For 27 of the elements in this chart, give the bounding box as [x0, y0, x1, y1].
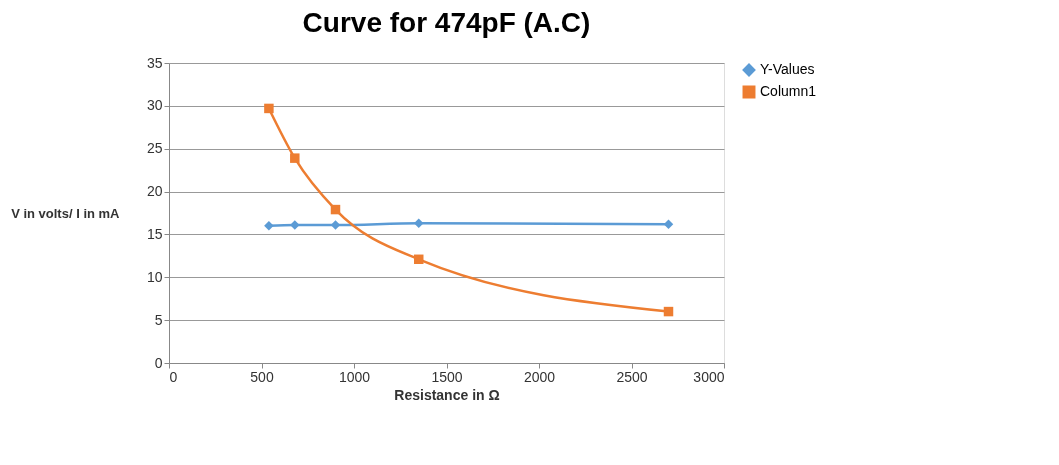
point — [663, 219, 674, 229]
point — [330, 204, 341, 215]
x-tick-label: 2000 — [523, 368, 556, 385]
y-tick-label: 25 — [146, 140, 163, 157]
y-tick-label: 5 — [154, 311, 163, 328]
point — [663, 306, 674, 317]
y-tick-label: 35 — [146, 54, 163, 71]
x-tick-label: 1500 — [431, 368, 463, 385]
x-tick-label: 3000 — [693, 368, 725, 385]
y-tick-label: 30 — [146, 97, 163, 114]
point — [414, 218, 424, 229]
point — [414, 254, 424, 265]
y-tick-label: 0 — [154, 354, 163, 371]
point — [264, 103, 274, 114]
y-tick-label: 15 — [146, 225, 163, 242]
x-axis-title: Resistance in Ω — [394, 386, 500, 403]
point — [290, 153, 300, 163]
y-axis-title: V in volts/ I in mA — [11, 205, 121, 221]
x-tick-label: 500 — [250, 368, 274, 385]
y-tick-label: 10 — [146, 268, 163, 285]
legend-label: Y-Values — [760, 61, 815, 77]
x-tick-label: 1000 — [338, 368, 371, 385]
x-tick-label: 0 — [169, 368, 178, 385]
y-tick-label: 20 — [146, 183, 163, 200]
chart-title: Curve for 474pF (A.C) — [302, 7, 591, 38]
legend-label: Column1 — [760, 83, 817, 99]
x-tick-label: 2500 — [616, 368, 648, 385]
